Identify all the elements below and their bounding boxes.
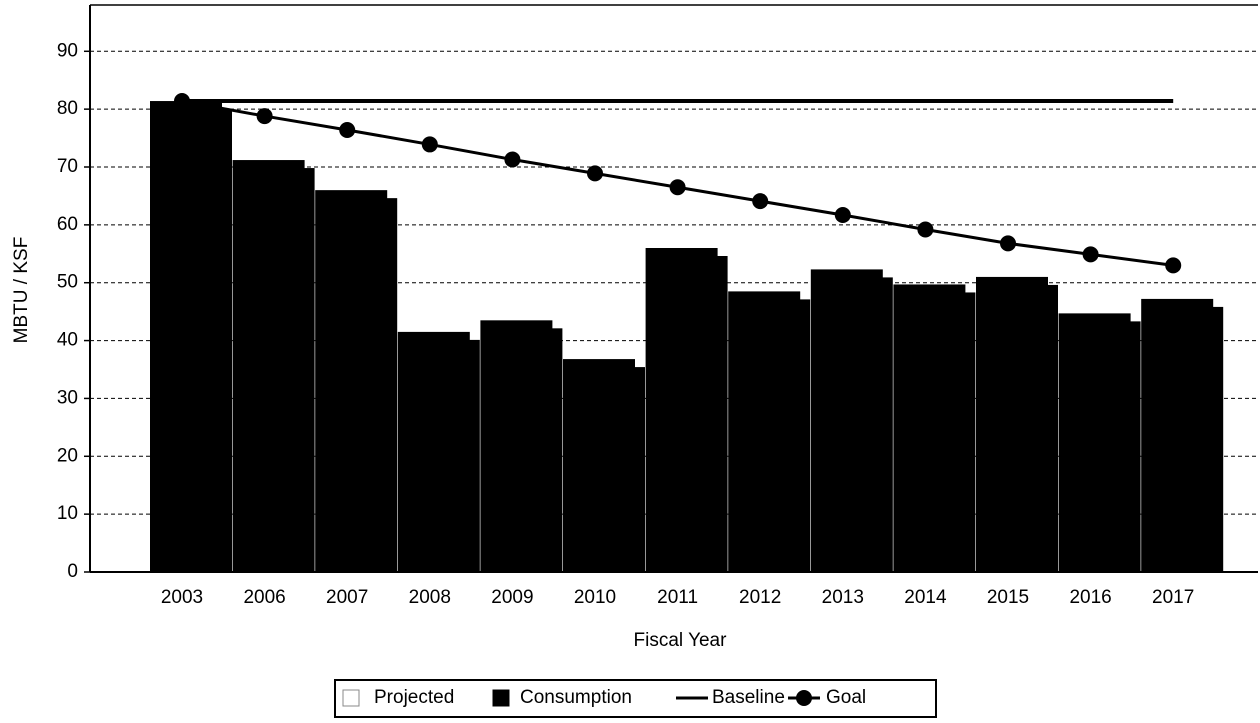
- marker: [1165, 257, 1182, 274]
- marker: [504, 151, 521, 168]
- marker: [1082, 246, 1099, 263]
- y-tick-label: 10: [57, 503, 78, 524]
- y-tick-label: 50: [57, 272, 78, 293]
- bar: [397, 331, 470, 572]
- y-tick-label: 90: [57, 40, 78, 61]
- bar: [893, 284, 966, 572]
- x-tick-label: 2011: [657, 587, 698, 608]
- legend-swatch: [342, 689, 360, 707]
- bar: [480, 320, 553, 572]
- marker: [256, 108, 273, 125]
- marker: [669, 179, 686, 196]
- y-tick-label: 70: [57, 156, 78, 177]
- y-tick-label: 0: [67, 561, 78, 582]
- bar: [232, 160, 305, 573]
- x-tick-label: 2008: [409, 587, 451, 608]
- x-tick-label: 2007: [326, 587, 368, 608]
- bar: [976, 276, 1048, 572]
- bar: [728, 291, 801, 572]
- legend-label: Consumption: [520, 687, 632, 708]
- y-tick-label: 40: [57, 330, 78, 351]
- x-tick-label: 2014: [904, 587, 947, 608]
- x-tick-label: 2013: [822, 587, 864, 608]
- legend-label: Projected: [374, 687, 454, 708]
- x-tick-label: 2017: [1152, 587, 1194, 608]
- y-tick-label: 60: [57, 214, 78, 235]
- x-tick-label: 2010: [574, 587, 616, 608]
- legend-swatch: [492, 689, 510, 707]
- bar: [563, 359, 635, 572]
- x-tick-label: 2012: [739, 587, 781, 608]
- marker: [1000, 235, 1016, 252]
- marker: [421, 136, 438, 153]
- bar: [315, 190, 388, 572]
- y-tick-label: 20: [57, 445, 78, 466]
- x-tick-label: 2003: [161, 587, 203, 608]
- legend-marker: [796, 690, 812, 706]
- x-tick-label: 2016: [1069, 587, 1111, 608]
- legend-label: Baseline: [712, 687, 785, 708]
- x-tick-label: 2006: [243, 587, 285, 608]
- bar: [1141, 298, 1214, 572]
- x-axis-label: Fiscal Year: [634, 630, 728, 651]
- marker: [834, 207, 851, 224]
- marker: [752, 193, 769, 210]
- bar: [1058, 313, 1131, 572]
- bar: [150, 101, 222, 573]
- marker: [174, 93, 190, 110]
- y-axis-label: MBTU / KSF: [11, 237, 32, 344]
- y-tick-label: 80: [57, 98, 78, 119]
- marker: [587, 165, 603, 182]
- marker: [339, 121, 356, 138]
- y-tick-label: 30: [57, 387, 78, 408]
- x-tick-label: 2015: [987, 587, 1029, 608]
- x-tick-label: 2009: [491, 587, 533, 608]
- bar: [810, 269, 883, 572]
- bar: [645, 248, 718, 572]
- legend-box: [334, 679, 937, 718]
- marker: [917, 221, 934, 238]
- legend-label: Goal: [826, 687, 866, 708]
